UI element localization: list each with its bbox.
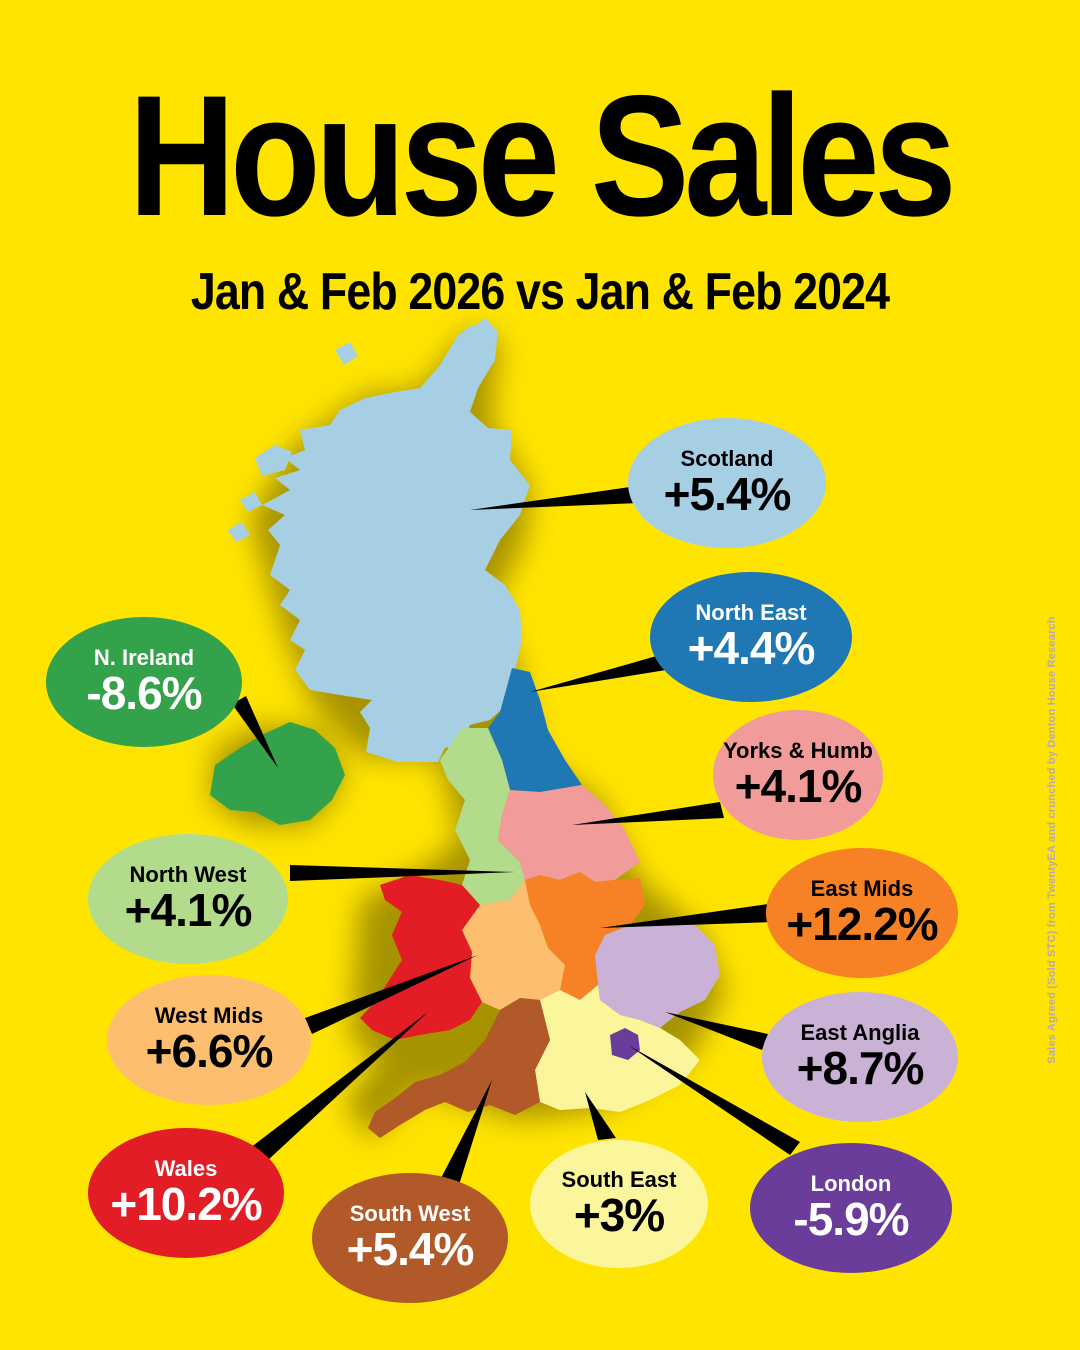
label-n-ireland-value: -8.6%: [86, 667, 202, 720]
page-subtitle: Jan & Feb 2026 vs Jan & Feb 2024: [190, 263, 890, 321]
pointer-london: [628, 1045, 800, 1155]
pointer-yorks: [572, 802, 724, 825]
bubble-south-west: South West +5.4%: [312, 1173, 508, 1303]
label-south-east-name: South East: [561, 1167, 677, 1193]
pointer-wales: [250, 1012, 428, 1160]
region-london: [610, 1028, 640, 1060]
label-n-ireland-name: N. Ireland: [93, 645, 195, 671]
pointer-east-mids: [600, 904, 772, 928]
pointer-scotland: [470, 487, 640, 510]
page-title: House Sales: [128, 60, 957, 252]
label-scotland-name: Scotland: [680, 446, 774, 472]
label-yorks-value: +4.1%: [734, 760, 863, 813]
label-wales-value: +10.2%: [110, 1178, 262, 1231]
region-south-west: [368, 998, 550, 1138]
pointer-south-west: [440, 1080, 492, 1188]
bubble-south-east: South East +3%: [530, 1140, 708, 1268]
bubble-yorks: Yorks & Humb +4.1%: [713, 710, 883, 840]
label-london-value: -5.9%: [793, 1193, 909, 1246]
pointer-north-east: [530, 655, 666, 692]
callout-pointers: [232, 487, 800, 1188]
label-scotland-value: +5.4%: [663, 468, 792, 521]
pointer-west-mids: [305, 955, 478, 1034]
region-east-midlands: [525, 872, 645, 1000]
bubble-east-anglia: East Anglia +8.7%: [762, 992, 958, 1122]
pointer-south-east: [585, 1092, 616, 1140]
label-east-anglia-value: +8.7%: [796, 1042, 925, 1095]
pointer-n-ireland: [232, 696, 278, 768]
label-yorks-name: Yorks & Humb: [723, 738, 873, 764]
label-east-anglia-name: East Anglia: [800, 1020, 920, 1046]
label-east-mids-name: East Mids: [810, 876, 914, 902]
label-wales-name: Wales: [154, 1156, 218, 1182]
bubble-north-east: North East +4.4%: [650, 572, 852, 702]
label-north-east-name: North East: [695, 600, 807, 626]
pointer-north-west: [290, 865, 515, 881]
region-north-west: [440, 728, 525, 905]
label-north-west-value: +4.1%: [124, 884, 253, 937]
label-east-mids-value: +12.2%: [786, 898, 938, 951]
region-yorks-humber: [498, 785, 640, 882]
bubble-n-ireland: N. Ireland -8.6%: [46, 617, 242, 747]
label-west-mids-name: West Mids: [154, 1003, 264, 1029]
region-north-east: [488, 668, 582, 792]
label-west-mids-value: +6.6%: [145, 1025, 274, 1078]
label-south-west-name: South West: [349, 1201, 471, 1227]
bubble-wales: Wales +10.2%: [88, 1128, 284, 1258]
bubble-scotland: Scotland +5.4%: [628, 418, 826, 548]
bubble-west-mids: West Mids +6.6%: [107, 975, 311, 1105]
bubble-east-mids: East Mids +12.2%: [766, 848, 958, 978]
region-wales: [360, 875, 482, 1040]
label-north-east-value: +4.4%: [687, 622, 816, 675]
label-london-name: London: [810, 1171, 892, 1197]
bubble-london: London -5.9%: [750, 1143, 952, 1273]
label-south-east-value: +3%: [573, 1189, 665, 1242]
label-north-west-name: North West: [129, 862, 247, 888]
region-west-midlands: [462, 880, 565, 1010]
region-east-anglia: [595, 922, 720, 1028]
region-northern-ireland: [210, 722, 345, 825]
source-credit: Sales Agreed (Sold STC) from TwentyEA an…: [1046, 616, 1058, 1064]
label-south-west-value: +5.4%: [346, 1223, 475, 1276]
region-scotland: [262, 325, 530, 762]
bubble-north-west: North West +4.1%: [88, 834, 288, 964]
pointer-east-anglia: [665, 1012, 768, 1050]
